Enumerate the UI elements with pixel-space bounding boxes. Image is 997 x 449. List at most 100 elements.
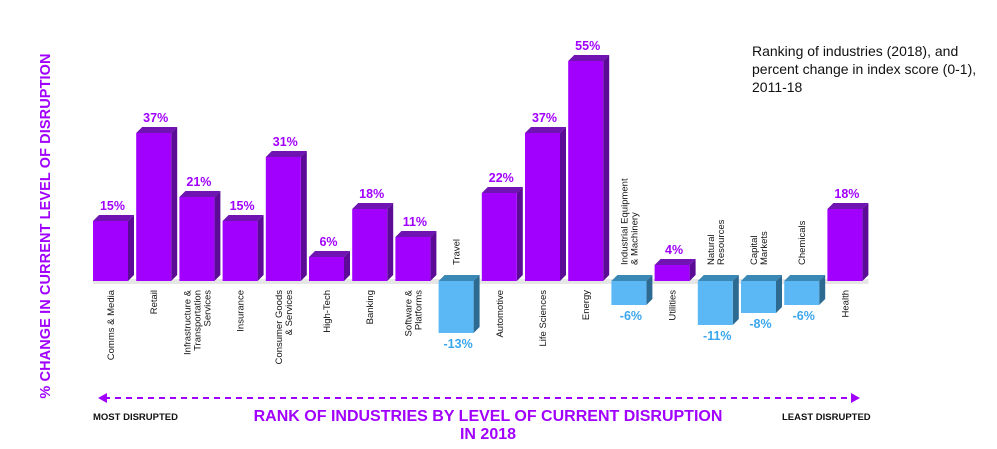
category-label-natural-resources: NaturalResources <box>706 219 727 265</box>
category-label-line: Utilities <box>668 290 679 321</box>
value-label-retail: 37% <box>143 111 168 125</box>
category-label-line: Consumer Goods <box>274 290 285 365</box>
bar-life-sciences <box>525 133 560 281</box>
value-label-software-and-platforms: 11% <box>403 215 427 229</box>
value-label-life-sciences: 37% <box>532 111 557 125</box>
category-label-chemicals: Chemicals <box>797 220 808 265</box>
category-label-line: Natural <box>706 234 717 265</box>
category-label-capital-markets: CapitalMarkets <box>749 231 770 265</box>
bar-side-utilities <box>689 259 696 281</box>
bar-top-travel <box>438 275 480 281</box>
value-label-banking: 18% <box>359 187 384 201</box>
bar-top-software-and-platforms <box>395 231 437 237</box>
bar-infrastructure-and-transportation-services <box>179 197 215 281</box>
bar-side-travel <box>473 275 480 333</box>
category-label-banking: Banking <box>365 290 376 324</box>
bar-top-utilities <box>654 259 696 265</box>
bar-side-chemicals <box>819 275 826 305</box>
bar-side-life-sciences <box>560 127 566 281</box>
category-label-line: Insurance <box>236 290 247 332</box>
category-label-line: Transportation <box>192 290 203 351</box>
bar-side-high-tech <box>344 251 350 281</box>
bar-travel <box>438 281 474 333</box>
category-label-line: & Services <box>284 290 295 336</box>
value-label-health: 18% <box>834 187 859 201</box>
most-disrupted-label: MOST DISRUPTED <box>93 412 178 423</box>
bar-utilities <box>654 265 690 281</box>
category-label-software-and-platforms: Software &Platforms <box>403 289 424 336</box>
bar-top-capital-markets <box>741 275 782 281</box>
category-label-line: Travel <box>452 239 463 265</box>
category-label-line: Capital <box>749 235 760 265</box>
bar-top-health <box>827 203 869 209</box>
category-label-line: Banking <box>365 290 376 324</box>
bar-top-consumer-goods-and-services <box>265 151 307 157</box>
bar-side-natural-resources <box>732 275 739 325</box>
category-label-line: Health <box>840 290 851 317</box>
least-disrupted-label: LEAST DISRUPTED <box>782 412 871 423</box>
bar-top-automotive <box>481 187 523 193</box>
bar-consumer-goods-and-services <box>265 157 301 281</box>
category-label-consumer-goods-and-services: Consumer Goods& Services <box>274 290 295 365</box>
bar-top-infrastructure-and-transportation-services <box>179 191 221 197</box>
bar-insurance <box>222 221 258 281</box>
y-axis-label: % CHANGE IN CURRENT LEVEL OF DISRUPTION <box>38 53 54 399</box>
category-label-line: Chemicals <box>797 220 808 265</box>
bar-top-retail <box>136 127 178 133</box>
baseline <box>93 279 869 284</box>
category-label-line: Industrial Equipment <box>619 178 630 265</box>
bar-banking <box>352 209 388 281</box>
category-label-industrial-equipment-and-machinery: Industrial Equipment& Machinery <box>619 178 640 265</box>
category-label-line: Retail <box>149 290 160 314</box>
bar-high-tech <box>309 257 344 281</box>
category-label-line: Software & <box>403 289 414 336</box>
bar-side-software-and-platforms <box>430 231 437 281</box>
bar-retail <box>136 133 172 281</box>
category-label-line: Services <box>202 290 213 327</box>
bar-side-consumer-goods-and-services <box>300 151 307 281</box>
bar-top-energy <box>568 55 610 61</box>
category-label-line: Automotive <box>495 290 506 338</box>
category-label-utilities: Utilities <box>668 290 679 321</box>
category-label-insurance: Insurance <box>236 290 247 332</box>
value-label-capital-markets: -8% <box>749 317 771 331</box>
value-label-travel: -13% <box>444 337 473 351</box>
bar-top-natural-resources <box>697 275 739 281</box>
bar-health <box>827 209 863 281</box>
rank-arrow-head-right <box>851 393 860 403</box>
bar-top-banking <box>352 203 394 209</box>
category-label-high-tech: High-Tech <box>322 290 333 333</box>
category-label-line: Comms & Media <box>106 289 117 360</box>
bar-chemicals <box>784 281 820 305</box>
bar-side-energy <box>603 55 610 281</box>
bar-side-banking <box>387 203 394 281</box>
value-label-infrastructure-and-transportation-services: 21% <box>186 175 211 189</box>
category-label-line: High-Tech <box>322 290 333 333</box>
bar-software-and-platforms <box>395 237 431 281</box>
category-label-energy: Energy <box>581 290 592 320</box>
bar-capital-markets <box>741 281 776 313</box>
category-label-line: Energy <box>581 290 592 320</box>
value-label-consumer-goods-and-services: 31% <box>273 135 298 149</box>
bar-side-comms-and-media <box>128 215 134 281</box>
bar-top-chemicals <box>784 275 826 281</box>
bar-side-retail <box>171 127 178 281</box>
chart-note: Ranking of industries (2018), and percen… <box>752 43 977 95</box>
value-label-high-tech: 6% <box>319 235 337 249</box>
bar-top-high-tech <box>309 251 350 257</box>
category-label-health: Health <box>840 290 851 317</box>
bar-industrial-equipment-and-machinery <box>611 281 647 305</box>
category-label-line: & Machinery <box>629 212 640 265</box>
category-label-retail: Retail <box>149 290 160 314</box>
bar-energy <box>568 61 604 281</box>
bar-top-insurance <box>222 215 264 221</box>
category-label-line: Markets <box>759 231 770 265</box>
category-label-line: Platforms <box>413 290 424 330</box>
category-label-line: Resources <box>716 219 727 265</box>
category-label-comms-and-media: Comms & Media <box>106 289 117 360</box>
value-label-industrial-equipment-and-machinery: -6% <box>620 309 642 323</box>
value-label-comms-and-media: 15% <box>100 199 125 213</box>
category-label-infrastructure-and-transportation-services: Infrastructure &TransportationServices <box>182 289 213 355</box>
category-label-travel: Travel <box>452 239 463 265</box>
